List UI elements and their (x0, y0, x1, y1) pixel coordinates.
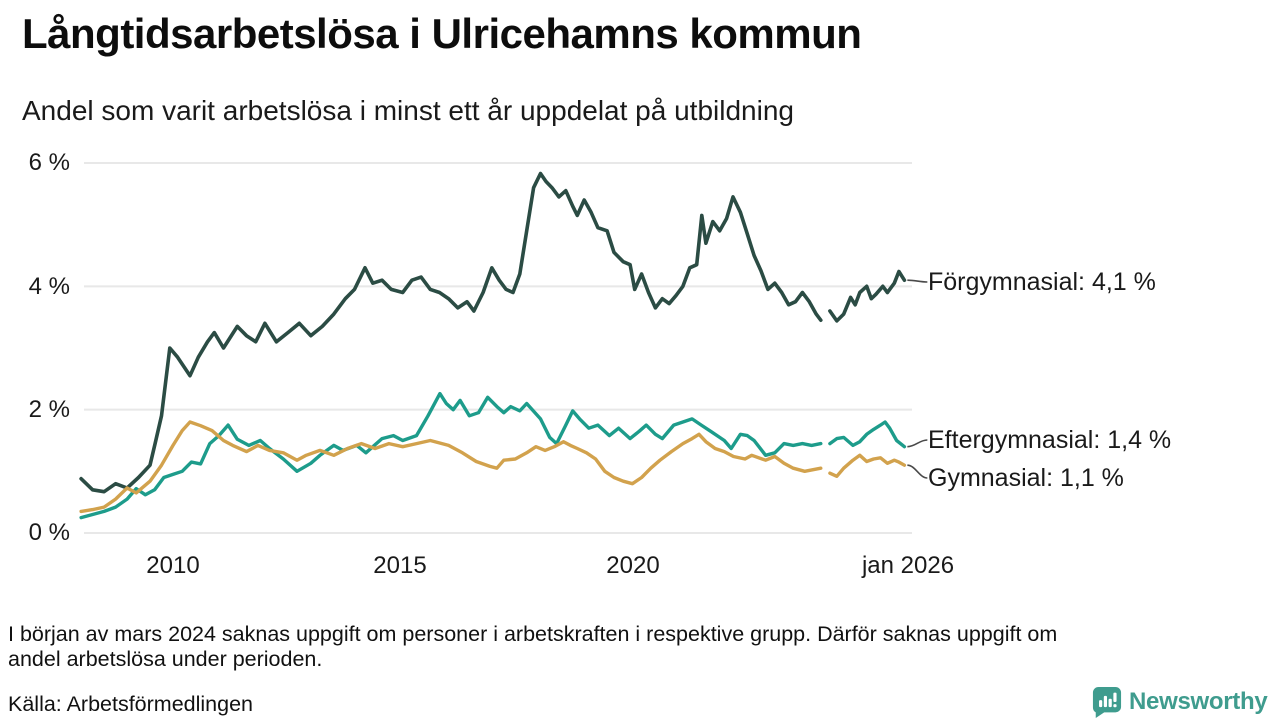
series-line-förgymnasial (79, 171, 823, 494)
series-line-gymnasial (828, 453, 907, 478)
x-tick-label-2010: 2010 (146, 552, 200, 579)
y-tick-label-0: 0 % (28, 519, 70, 546)
series-end-label-forgymnasial: Förgymnasial: 4,1 % (928, 268, 1156, 296)
series-end-label-eftergymnasial: Eftergymnasial: 1,4 % (928, 426, 1172, 454)
footnote-line-2: andel arbetslösa under perioden. (8, 647, 323, 671)
series-line-eftergymnasial (79, 391, 823, 520)
footnote-line-1: I början av mars 2024 saknas uppgift om … (8, 622, 1058, 646)
y-tick-label-4: 4 % (28, 273, 70, 300)
chart-footnote: I början av mars 2024 saknas uppgift om … (8, 622, 1057, 672)
newsworthy-logo-text: Newsworthy (1129, 688, 1268, 715)
label-connector (907, 439, 928, 448)
series-line-eftergymnasial (828, 420, 907, 449)
series-end-label-gymnasial: Gymnasial: 1,1 % (928, 464, 1124, 492)
x-tick-label-2020: 2020 (606, 552, 660, 579)
newsworthy-logo-icon (1092, 687, 1122, 718)
y-tick-label-2: 2 % (28, 396, 70, 423)
chart-subtitle: Andel som varit arbetslösa i minst ett å… (22, 95, 794, 126)
x-tick-label-2015: 2015 (373, 552, 427, 579)
label-connector (907, 279, 928, 283)
chart-title: Långtidsarbetslösa i Ulricehamns kommun (22, 10, 862, 57)
source-note: Källa: Arbetsförmedlingen (8, 692, 254, 716)
series-line-förgymnasial (828, 269, 907, 323)
series-line-gymnasial (79, 420, 823, 514)
y-tick-label-6: 6 % (28, 149, 70, 176)
x-tick-label-jan-2026: jan 2026 (861, 552, 955, 579)
label-connector (907, 464, 928, 479)
newsworthy-branding: Newsworthy (1092, 686, 1268, 718)
